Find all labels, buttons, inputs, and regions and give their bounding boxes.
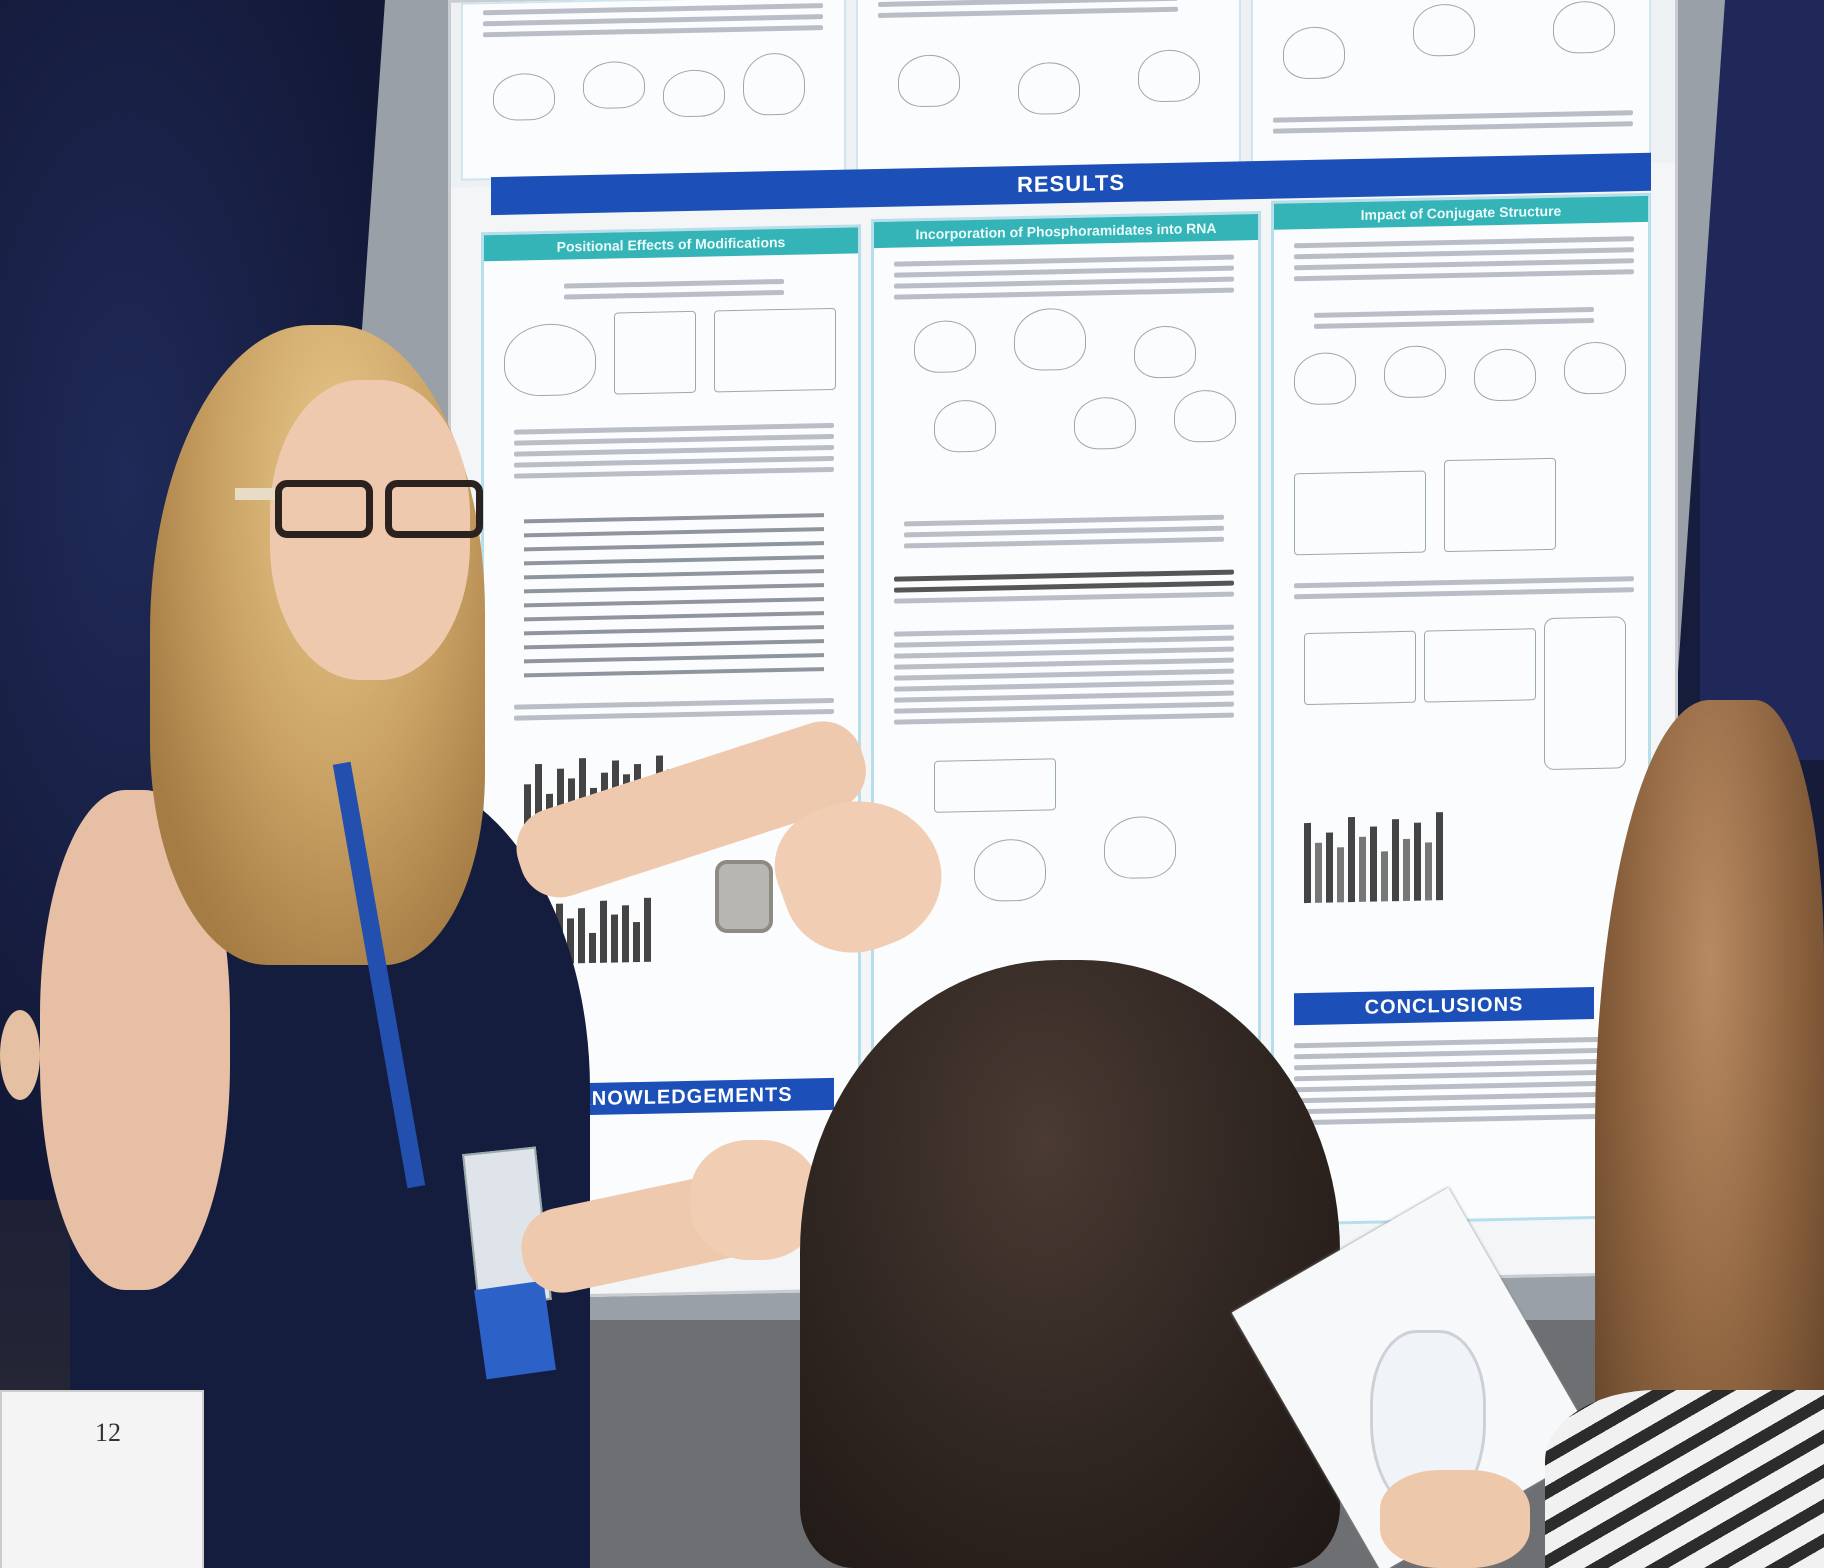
- booklet-page-number: 12: [95, 1418, 121, 1447]
- striped-shirt: [1545, 1390, 1824, 1568]
- hand-holding-glass: [1380, 1470, 1530, 1568]
- presenter-gesturing-hand: [690, 1140, 820, 1260]
- badge-strip: [474, 1280, 556, 1380]
- glasses-icon: [235, 480, 490, 540]
- backdrop-wall-right: [1700, 0, 1824, 760]
- column-2-header: Incorporation of Phosphoramidates into R…: [874, 214, 1258, 249]
- results-column-3: Impact of Conjugate Structure CONCLUSION…: [1271, 192, 1651, 1226]
- top-column-3: [1251, 0, 1651, 165]
- program-booklet: [0, 1390, 204, 1568]
- partial-person-left: [0, 1010, 40, 1100]
- top-column-1: [461, 0, 846, 181]
- top-column-2: [856, 0, 1241, 173]
- column-3-header: Impact of Conjugate Structure: [1274, 195, 1648, 230]
- audience-member-dark-hair: [800, 960, 1340, 1568]
- bar-chart-3: [1304, 810, 1443, 904]
- column-1-header: Positional Effects of Modifications: [484, 227, 858, 262]
- conclusions-heading: CONCLUSIONS: [1294, 986, 1594, 1026]
- watch-icon: [715, 860, 773, 933]
